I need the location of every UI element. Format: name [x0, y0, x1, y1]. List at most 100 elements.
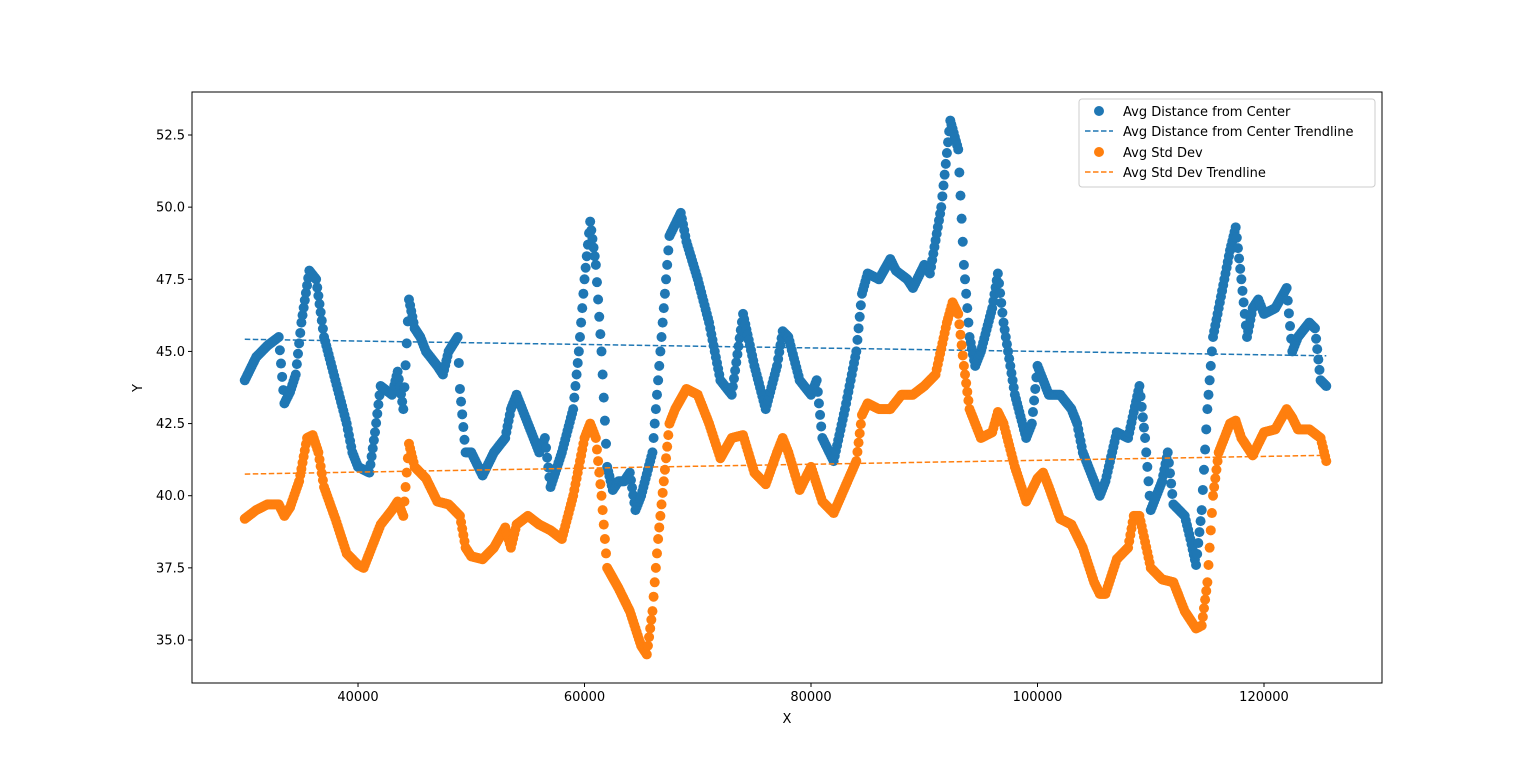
data-point-interpolated	[300, 287, 311, 298]
data-point-interpolated	[543, 462, 554, 473]
data-point-interpolated	[816, 421, 827, 432]
data-point-interpolated	[1136, 401, 1147, 412]
data-point-interpolated	[852, 334, 863, 345]
data-point-interpolated	[1237, 285, 1248, 296]
data-point-interpolated	[576, 317, 587, 328]
data-point-interpolated	[400, 482, 411, 493]
data-point-interpolated	[659, 288, 670, 299]
data-point	[1281, 282, 1292, 293]
data-point-interpolated	[456, 396, 467, 407]
y-tick-label: 50.0	[156, 201, 185, 216]
data-point-interpolated	[957, 236, 968, 247]
data-point-interpolated	[645, 623, 656, 634]
data-point	[596, 346, 607, 357]
data-point-interpolated	[1311, 333, 1322, 344]
data-point-interpolated	[1135, 391, 1146, 402]
data-point-interpolated	[595, 479, 606, 490]
data-point-interpolated	[1231, 232, 1242, 243]
data-point	[1230, 222, 1241, 233]
data-point-interpolated	[961, 378, 972, 389]
data-point-interpolated	[651, 389, 662, 400]
x-tick-label: 60000	[564, 690, 605, 705]
data-point-interpolated	[644, 632, 655, 643]
data-point	[1202, 404, 1213, 415]
trendline	[244, 338, 1327, 357]
data-point	[1309, 323, 1320, 334]
y-tick-label: 42.5	[156, 417, 185, 432]
data-point-interpolated	[601, 548, 612, 559]
data-point	[992, 268, 1003, 279]
data-point-interpolated	[542, 452, 553, 463]
data-point	[392, 366, 403, 377]
data-point	[568, 404, 579, 415]
data-point-interpolated	[960, 274, 971, 285]
data-point	[398, 510, 409, 521]
data-point-interpolated	[654, 522, 665, 533]
data-point-interpolated	[1201, 585, 1212, 596]
data-point-interpolated	[661, 274, 672, 285]
data-point	[454, 383, 465, 394]
data-point	[1134, 381, 1145, 392]
data-point-interpolated	[730, 365, 741, 376]
data-point	[596, 490, 607, 501]
data-point-interpolated	[943, 137, 954, 148]
data-point-interpolated	[993, 278, 1004, 289]
data-point	[1196, 620, 1207, 631]
x-tick-label: 40000	[337, 690, 378, 705]
data-point-interpolated	[457, 409, 468, 420]
data-point-interpolated	[1143, 476, 1154, 487]
data-point-interpolated	[1212, 456, 1223, 467]
data-point-interpolated	[650, 404, 661, 415]
data-point-interpolated	[961, 288, 972, 299]
data-point-interpolated	[368, 435, 379, 446]
data-point-interpolated	[853, 437, 864, 448]
data-point	[1236, 274, 1247, 285]
data-point-interpolated	[732, 349, 743, 360]
data-point	[1321, 456, 1332, 467]
data-point	[590, 259, 601, 270]
data-point-interpolated	[599, 534, 610, 545]
data-point	[296, 317, 307, 328]
data-point-interpolated	[649, 577, 660, 588]
data-point-interpolated	[601, 438, 612, 449]
data-point-interpolated	[1206, 508, 1217, 519]
data-point	[953, 144, 964, 155]
data-point	[658, 476, 669, 487]
data-point-interpolated	[955, 329, 966, 340]
data-point-interpolated	[1203, 559, 1214, 570]
trendline	[244, 454, 1327, 475]
data-point-interpolated	[995, 288, 1006, 299]
data-point-interpolated	[594, 311, 605, 322]
y-axis-label: Y	[131, 384, 146, 393]
x-tick-label: 120000	[1239, 690, 1289, 705]
y-tick-label: 52.5	[156, 128, 185, 143]
x-axis: 40000 60000 80000 100000 120000	[337, 683, 1289, 705]
x-tick-label: 100000	[1013, 690, 1063, 705]
data-point-interpolated	[1027, 407, 1038, 418]
data-point-interpolated	[1192, 549, 1203, 560]
data-point-interpolated	[646, 614, 657, 625]
data-point-interpolated	[1282, 295, 1293, 306]
data-point	[539, 433, 550, 444]
series-avg-std-dev	[239, 297, 1332, 660]
data-point-interpolated	[1198, 464, 1209, 475]
y-tick-label: 35.0	[156, 634, 185, 649]
data-point-interpolated	[651, 548, 662, 559]
data-point-interpolated	[1194, 527, 1205, 538]
data-point	[1140, 433, 1151, 444]
data-point-interpolated	[997, 307, 1008, 318]
data-point-interpolated	[572, 357, 583, 368]
data-point	[1208, 490, 1219, 501]
axes-frame	[191, 91, 1383, 684]
data-point	[726, 389, 737, 400]
data-point-interpolated	[1029, 395, 1040, 406]
data-point-interpolated	[729, 373, 740, 384]
data-point-interpolated	[642, 640, 653, 651]
data-point	[573, 346, 584, 357]
data-point	[958, 360, 969, 371]
legend-label-avg-distance: Avg Distance from Center	[1123, 105, 1291, 120]
data-point-interpolated	[458, 422, 469, 433]
data-point-interpolated	[299, 295, 310, 306]
data-point-interpolated	[1198, 603, 1209, 614]
data-point-interpolated	[400, 360, 411, 371]
